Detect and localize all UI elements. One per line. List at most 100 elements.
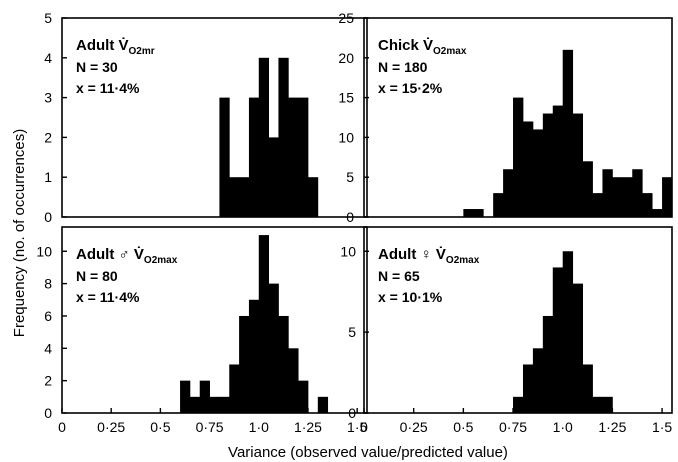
histogram-bar <box>562 251 574 413</box>
y-tick-label: 10 <box>340 243 356 259</box>
histogram-bar <box>522 364 534 413</box>
histogram-bar <box>298 380 309 413</box>
histogram-bar <box>258 57 270 217</box>
panel-stat: N = 180 <box>378 59 428 75</box>
histogram-bar <box>189 396 201 413</box>
y-tick-label: 0 <box>44 209 52 225</box>
x-tick-label: 0·25 <box>97 419 125 435</box>
y-tick-label: 0 <box>44 405 52 421</box>
histogram-bar <box>229 177 240 217</box>
x-tick-label: 0·75 <box>196 419 224 435</box>
histogram-bar <box>248 97 260 217</box>
histogram-bar <box>513 97 524 217</box>
panel-title-subscript: O2mr <box>129 46 155 57</box>
histogram-bar <box>532 348 544 413</box>
histogram-bar <box>572 283 583 413</box>
y-tick-label: 10 <box>36 243 52 259</box>
y-tick-label: 0 <box>346 209 354 225</box>
histogram-bar <box>473 209 484 217</box>
y-tick-label: 0 <box>348 405 356 421</box>
histogram-bar <box>602 396 613 413</box>
y-tick-label: 15 <box>338 90 354 106</box>
panel-stat: x = 10·1% <box>378 289 443 305</box>
panel-frame <box>363 17 673 218</box>
y-tick-label: 8 <box>44 276 52 292</box>
x-tick-label: 0 <box>58 419 66 435</box>
panel-title-main: Adult V̇ <box>76 37 129 54</box>
histogram-bar <box>582 364 593 413</box>
histogram-bar <box>307 177 319 217</box>
x-tick-label: 1·0 <box>553 419 573 435</box>
histogram-bar <box>532 129 544 217</box>
histogram-bar <box>268 283 279 413</box>
y-tick-label: 4 <box>44 50 52 66</box>
panel-stat: N = 80 <box>76 268 118 284</box>
panel-stat: x = 11·4% <box>76 289 140 305</box>
histogram-bar <box>522 121 534 217</box>
y-tick-label: 20 <box>338 50 354 66</box>
panel-title: Adult ♀ V̇O2max <box>378 246 480 266</box>
histogram-bar <box>622 177 633 217</box>
panel-title: Chick V̇O2max <box>378 37 467 57</box>
x-tick-label: 1·5 <box>652 419 672 435</box>
histogram-bar <box>317 396 329 413</box>
histogram-bar <box>562 49 574 218</box>
histogram-bar <box>552 267 564 413</box>
histogram-bar <box>612 177 623 217</box>
histogram-bar <box>542 113 554 217</box>
histogram-bar <box>552 105 564 217</box>
y-tick-label: 1 <box>44 169 52 185</box>
histogram-bar <box>572 113 583 217</box>
panel-frame <box>363 226 673 414</box>
histogram-panel-3: 0 2 4 6 8 10 0 0·25 0·5 0·75 1·0 1·25 1·5 Adult ♂ V̇O… <box>36 226 368 435</box>
histogram-bar <box>592 193 603 217</box>
x-tick-label: 1·0 <box>249 419 269 435</box>
histogram-panel-2: 0 5 10 15 20 25 Chick V̇O2max N = 180 x = 15·2% <box>338 10 673 225</box>
histogram-bar <box>513 396 524 413</box>
panel-frame <box>61 17 368 218</box>
histogram-bar <box>493 193 504 217</box>
panel-stat: x = 11·4% <box>76 80 140 96</box>
y-axis-title: Frequency (no. of occurrences) <box>11 129 28 337</box>
y-tick-label: 3 <box>44 90 52 106</box>
x-tick-label: 0·25 <box>400 419 428 435</box>
y-tick-label: 5 <box>44 10 52 26</box>
y-tick-label: 2 <box>44 373 52 389</box>
panel-stat: N = 65 <box>378 268 420 284</box>
histogram-bar <box>268 137 279 217</box>
histogram-bar <box>199 380 210 413</box>
panel-title-main: Adult ♂ V̇ <box>76 246 144 263</box>
y-tick-label: 25 <box>338 10 354 26</box>
histogram-bar <box>652 209 663 217</box>
histogram-bar <box>288 97 299 217</box>
histogram-bar <box>278 315 289 413</box>
histogram-panel-4: 0 5 10 0 0·25 0·5 0·75 1·0 1·25 1·5 Adult ♀ V̇O2ma… <box>340 226 673 435</box>
histogram-bar <box>219 396 230 413</box>
panel-title-main: Adult ♀ V̇ <box>378 246 446 263</box>
x-tick-label: 0·75 <box>499 419 527 435</box>
histogram-bar <box>229 364 240 413</box>
panel-title: Adult ♂ V̇O2max <box>76 246 178 266</box>
histogram-bar <box>258 235 270 413</box>
y-tick-label: 10 <box>338 129 354 145</box>
histogram-bar <box>662 177 673 217</box>
y-tick-label: 5 <box>348 324 356 340</box>
y-tick-label: 4 <box>44 340 52 356</box>
y-tick-label: 5 <box>346 169 354 185</box>
histogram-bar <box>248 299 260 413</box>
panel-title-subscript: O2max <box>433 46 467 57</box>
x-axis-title: Variance (observed value/predicted value… <box>228 444 508 461</box>
panel-title-main: Chick V̇ <box>378 37 433 54</box>
x-tick-label: 1·25 <box>598 419 626 435</box>
panel-stat: N = 30 <box>76 59 118 75</box>
histogram-bar <box>632 169 643 217</box>
histogram-bar <box>239 315 250 413</box>
histogram-bar <box>463 209 474 217</box>
y-tick-label: 2 <box>44 129 52 145</box>
panel-title: Adult V̇O2mr <box>76 37 155 57</box>
histogram-bar <box>219 97 230 217</box>
histogram-bar <box>582 161 593 217</box>
histogram-bar <box>239 177 250 217</box>
histogram-bar <box>503 169 514 217</box>
